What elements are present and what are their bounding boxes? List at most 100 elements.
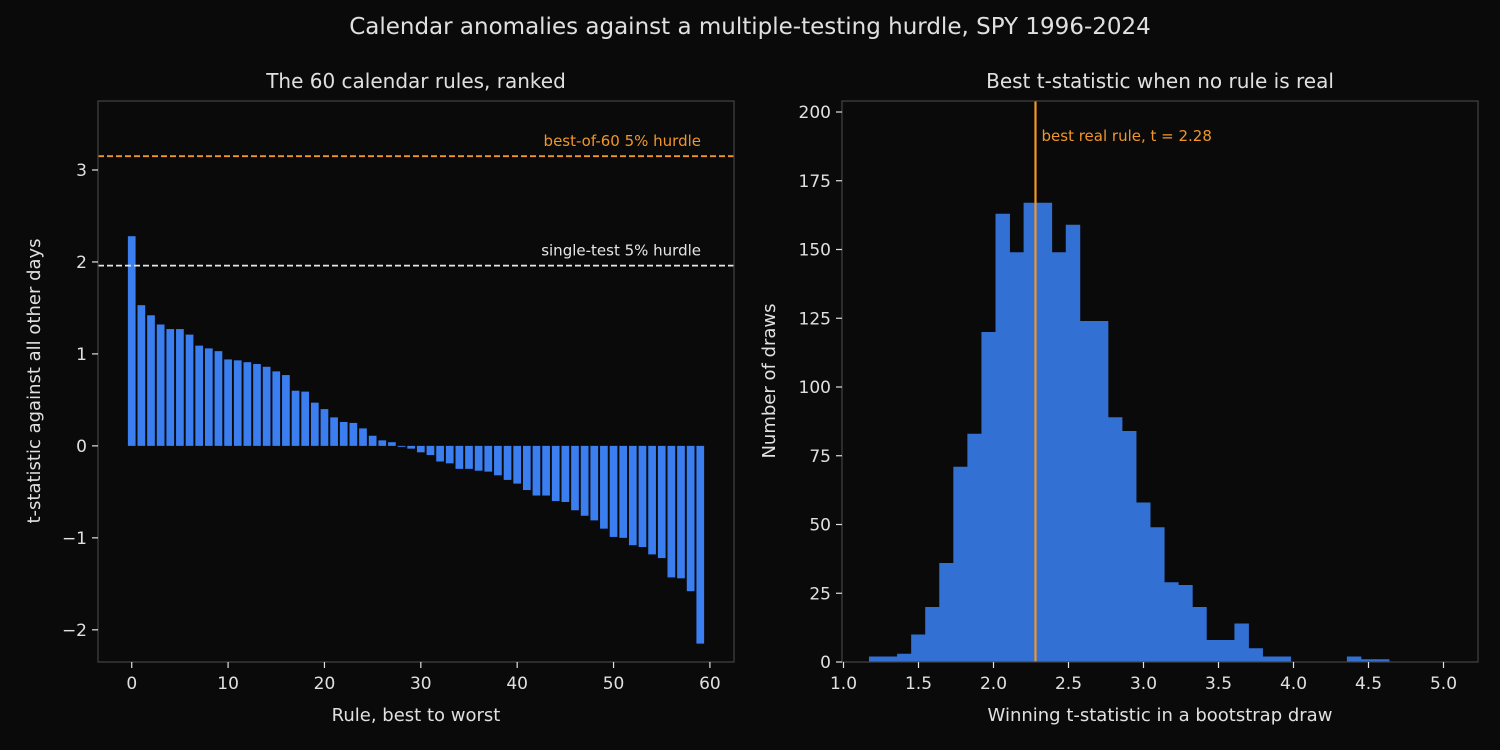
bootstrap-xlabel: Winning t-statistic in a bootstrap draw	[988, 705, 1333, 726]
histogram-bin-29	[1276, 656, 1292, 662]
ranked-rules-xlabel: Rule, best to worst	[332, 705, 501, 726]
x-tick-label: 5.0	[1430, 674, 1457, 694]
rule-bar-37	[484, 445, 493, 472]
rule-bar-46	[571, 445, 579, 511]
histogram-bin-5	[939, 563, 954, 662]
rule-bar-10	[224, 359, 232, 446]
ranked-rules-x-ticks: 0 10 20 30 40 50 60	[126, 662, 721, 694]
histogram-bin-35	[1360, 659, 1376, 662]
rule-bar-50	[609, 445, 618, 537]
y-tick-label: −1	[62, 529, 87, 549]
y-tick-label: −2	[62, 621, 87, 641]
bootstrap-x-ticks: 1.0 1.5 2.0 2.5 3.0 3.5 4.0 4.5 5.0	[830, 662, 1457, 694]
y-tick-label: 75	[809, 447, 831, 467]
histogram-bin-2	[897, 653, 912, 662]
rule-bar-2	[147, 315, 155, 446]
rule-bar-17	[291, 390, 300, 446]
rule-bar-42	[532, 445, 541, 496]
rule-bar-49	[600, 445, 608, 529]
histogram-bin-3	[911, 634, 926, 662]
y-tick-label: 1	[76, 345, 87, 365]
x-tick-label: 10	[217, 674, 239, 694]
x-tick-label: 30	[410, 674, 432, 694]
histogram-bin-23	[1192, 607, 1207, 662]
histogram-bin-36	[1374, 659, 1390, 662]
rule-bar-28	[397, 445, 406, 447]
best-real-rule-label: best real rule, t = 2.28	[1042, 127, 1212, 145]
x-tick-label: 1.0	[830, 674, 857, 694]
ranked-rules-ylabel: t-statistic against all other days	[24, 238, 45, 523]
hurdle-lines: best-of-60 5% hurdle single-test 5% hurdl…	[98, 132, 734, 267]
histogram-bin-4	[925, 607, 940, 662]
rule-bar-16	[282, 375, 290, 446]
histogram-bin-15	[1079, 321, 1095, 662]
bootstrap-ylabel: Number of draws	[759, 303, 780, 458]
rule-bar-38	[494, 445, 502, 476]
histogram-bin-24	[1206, 640, 1221, 662]
histogram-bin-6	[953, 466, 968, 662]
bootstrap-title: Best t-statistic when no rule is real	[986, 69, 1334, 93]
x-tick-label: 40	[506, 674, 528, 694]
histogram-bin-13	[1051, 252, 1067, 662]
rule-bar-45	[561, 445, 570, 502]
rule-bar-30	[416, 445, 425, 453]
rule-bar-9	[214, 351, 223, 446]
rule-bar-5	[176, 329, 184, 446]
rule-bar-52	[628, 445, 637, 546]
rule-bar-15	[272, 371, 281, 446]
rule-bar-7	[195, 345, 204, 446]
rule-bar-13	[253, 364, 261, 446]
rule-bar-20	[320, 409, 329, 446]
histogram-bin-21	[1164, 582, 1179, 662]
hurdle-label-1: single-test 5% hurdle	[541, 242, 701, 260]
histogram-bin-9	[995, 213, 1010, 662]
rule-bar-21	[330, 417, 338, 446]
rule-bar-32	[436, 445, 444, 462]
histogram-bin-22	[1178, 585, 1193, 662]
rule-bar-18	[301, 391, 310, 446]
x-tick-label: 2.0	[980, 674, 1007, 694]
x-tick-label: 3.5	[1205, 674, 1232, 694]
rule-bar-54	[648, 445, 656, 555]
rule-bar-8	[204, 348, 213, 446]
rule-bar-48	[590, 445, 599, 521]
y-tick-label: 0	[820, 653, 831, 673]
rule-bar-25	[368, 435, 377, 446]
histogram-bin-0	[869, 656, 884, 662]
rule-bar-34	[455, 445, 464, 469]
histogram-bin-1	[883, 656, 898, 662]
histogram-bin-34	[1346, 656, 1362, 662]
rule-bar-39	[503, 445, 512, 480]
x-tick-label: 1.5	[905, 674, 932, 694]
x-tick-label: 50	[603, 674, 625, 694]
figure-suptitle: Calendar anomalies against a multiple-te…	[349, 14, 1151, 40]
bootstrap-histogram-bars	[869, 202, 1390, 662]
histogram-bin-8	[981, 332, 996, 662]
x-tick-label: 4.0	[1280, 674, 1307, 694]
y-tick-label: 150	[799, 241, 831, 261]
rule-bar-56	[667, 445, 676, 578]
rule-bar-35	[465, 445, 473, 469]
rule-bar-11	[233, 360, 242, 446]
ranked-rules-bars	[127, 236, 705, 644]
rule-bar-14	[262, 366, 271, 446]
x-tick-label: 20	[314, 674, 336, 694]
y-tick-label: 50	[809, 516, 831, 536]
y-tick-label: 0	[76, 437, 87, 457]
best-real-rule-marker: best real rule, t = 2.28	[1034, 101, 1212, 662]
rule-bar-26	[378, 440, 387, 446]
bootstrap-y-ticks: 0 25 50 75 100 125 150 175 200	[799, 103, 842, 673]
ranked-rules-y-ticks: −2 −1 0 1 2 3	[62, 161, 98, 641]
histogram-bin-14	[1065, 224, 1081, 662]
rule-bar-55	[657, 445, 666, 559]
rule-bar-19	[310, 402, 319, 446]
bootstrap-panel: Best t-statistic when no rule is real be…	[759, 69, 1479, 726]
histogram-bin-19	[1136, 502, 1151, 662]
rule-bar-53	[638, 445, 647, 548]
rule-bar-40	[513, 445, 522, 484]
rule-bar-3	[156, 324, 165, 446]
rule-bar-33	[445, 445, 454, 464]
y-tick-label: 200	[799, 103, 831, 123]
histogram-bin-27	[1248, 648, 1263, 662]
